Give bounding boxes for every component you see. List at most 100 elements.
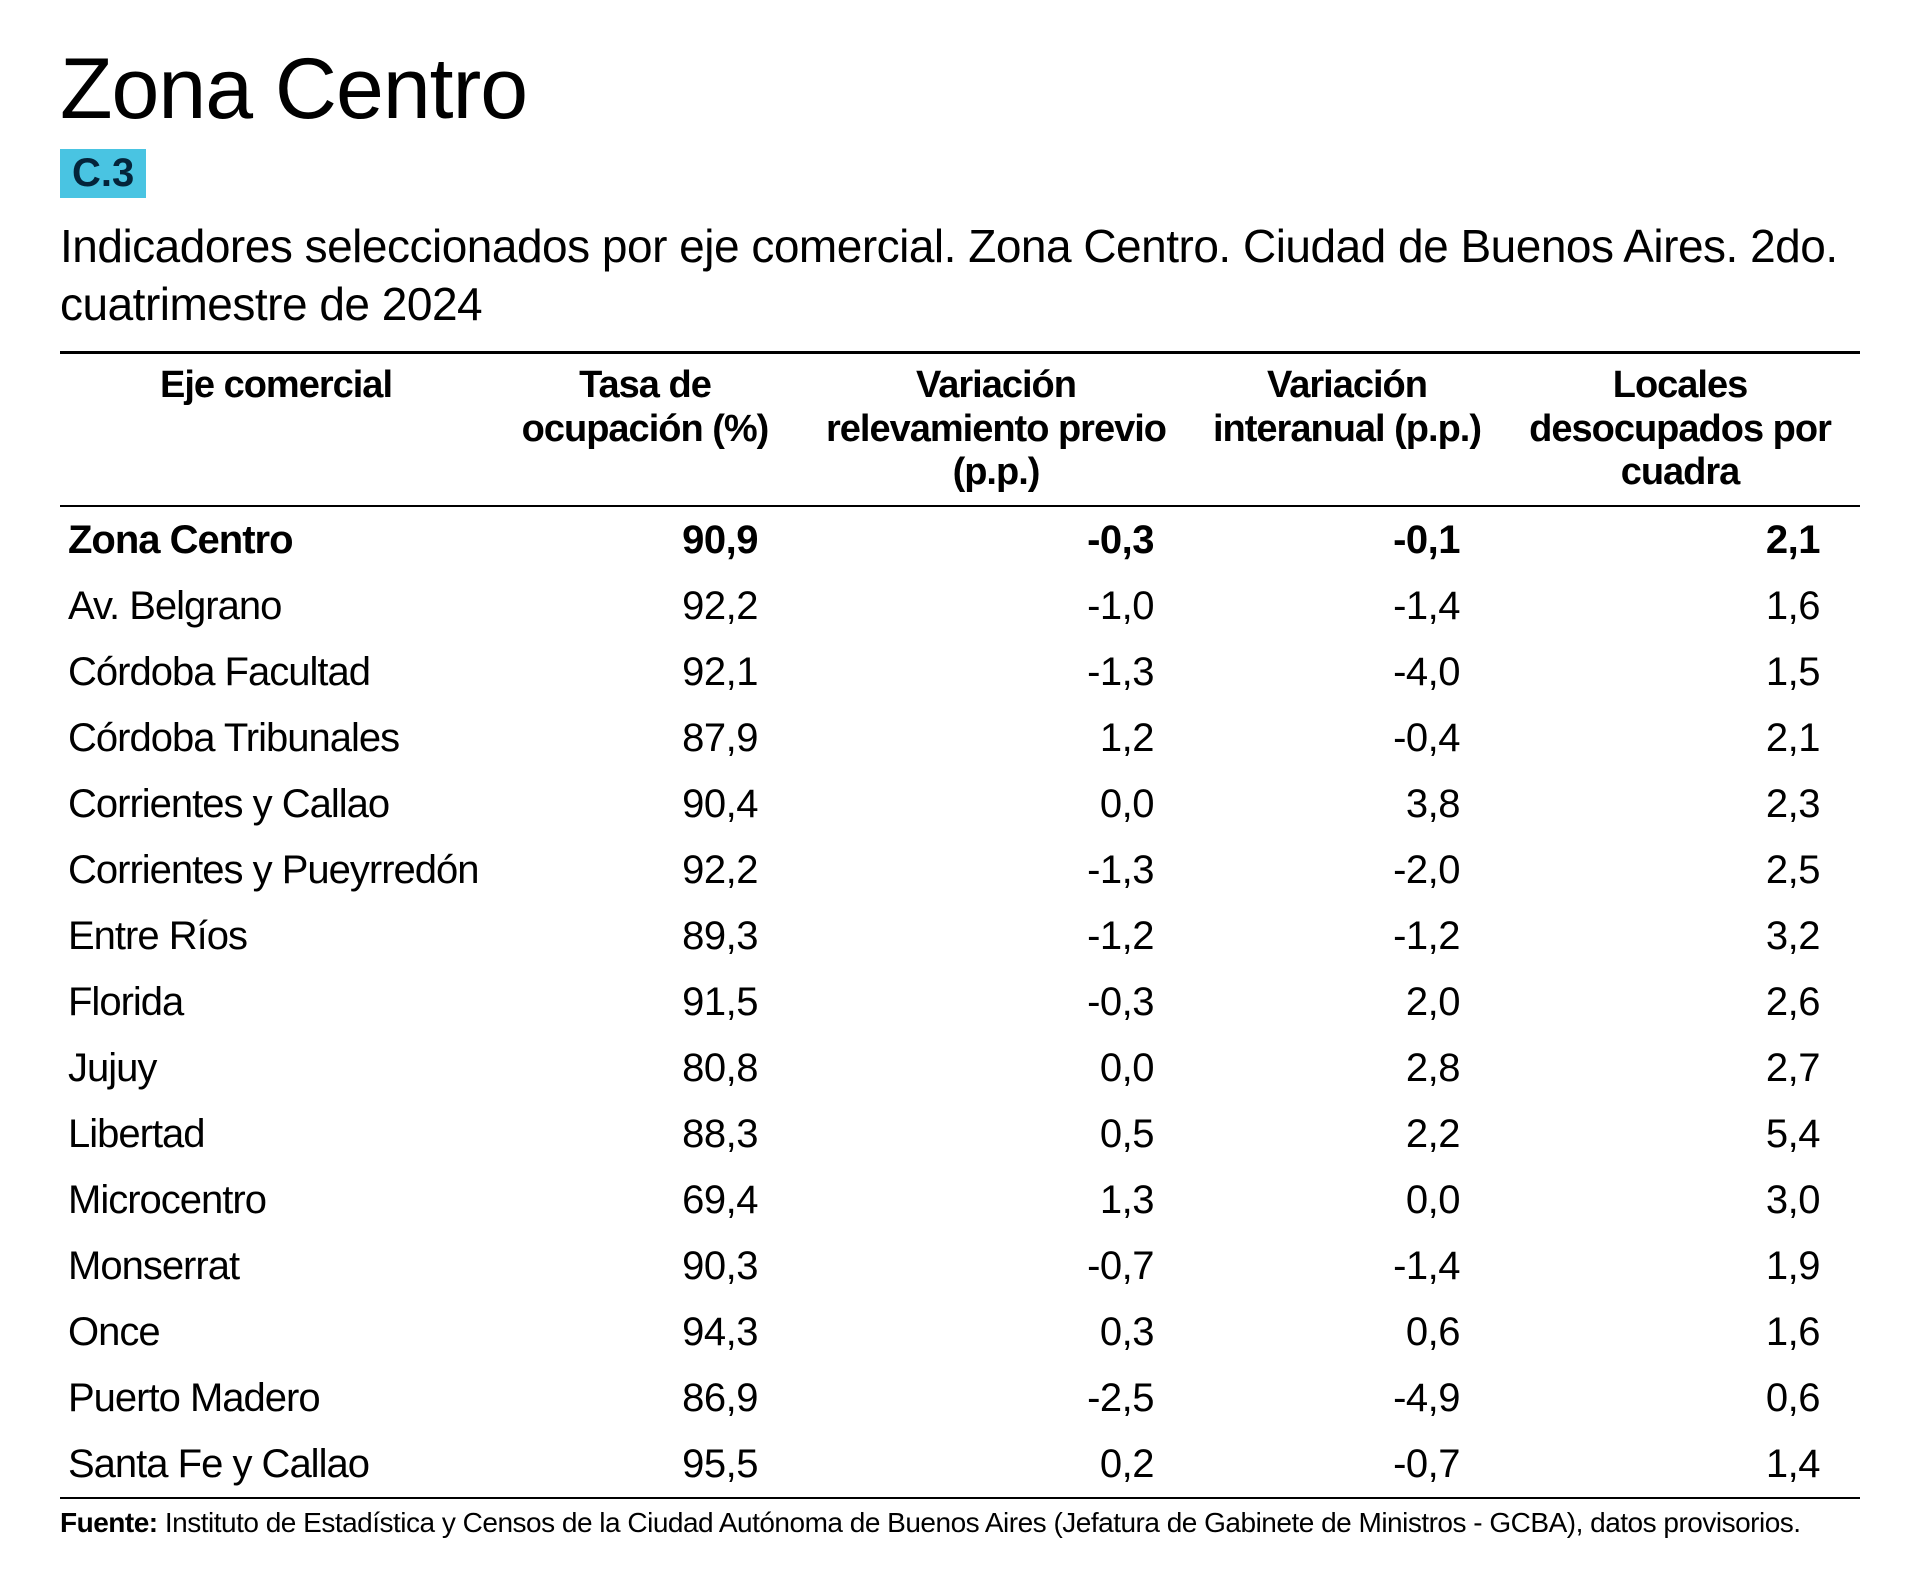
cell-tasa: 92,2 (492, 573, 798, 639)
cell-locales: 5,4 (1500, 1101, 1860, 1167)
cell-tasa: 92,1 (492, 639, 798, 705)
cell-var-inter: -2,0 (1194, 837, 1500, 903)
cell-tasa: 90,3 (492, 1233, 798, 1299)
cell-var-previo: -1,3 (798, 639, 1194, 705)
cell-locales: 2,3 (1500, 771, 1860, 837)
table-row: Santa Fe y Callao95,50,2-0,71,4 (60, 1431, 1860, 1498)
cell-eje: Entre Ríos (60, 903, 492, 969)
cell-tasa: 94,3 (492, 1299, 798, 1365)
cell-eje: Jujuy (60, 1035, 492, 1101)
cell-var-previo: -1,3 (798, 837, 1194, 903)
cell-var-previo: -2,5 (798, 1365, 1194, 1431)
cell-var-inter: -4,9 (1194, 1365, 1500, 1431)
cell-var-inter: 0,6 (1194, 1299, 1500, 1365)
cell-var-previo: -0,3 (798, 969, 1194, 1035)
cell-var-previo: -1,0 (798, 573, 1194, 639)
cell-locales: 3,0 (1500, 1167, 1860, 1233)
cell-var-inter: -0,7 (1194, 1431, 1500, 1498)
table-row: Jujuy80,80,02,82,7 (60, 1035, 1860, 1101)
cell-var-previo: 0,3 (798, 1299, 1194, 1365)
cell-eje: Puerto Madero (60, 1365, 492, 1431)
cell-tasa: 90,4 (492, 771, 798, 837)
footnote-text: Instituto de Estadística y Censos de la … (165, 1507, 1801, 1538)
table-row: Puerto Madero86,9-2,5-4,90,6 (60, 1365, 1860, 1431)
cell-locales: 1,5 (1500, 639, 1860, 705)
cell-tasa: 86,9 (492, 1365, 798, 1431)
table-subtitle: Indicadores seleccionados por eje comerc… (60, 218, 1860, 333)
table-row: Corrientes y Callao90,40,03,82,3 (60, 771, 1860, 837)
col-header-eje: Eje comercial (60, 353, 492, 507)
cell-var-inter: 2,8 (1194, 1035, 1500, 1101)
table-row: Monserrat90,3-0,7-1,41,9 (60, 1233, 1860, 1299)
cell-var-previo: 0,2 (798, 1431, 1194, 1498)
cell-locales: 2,1 (1500, 506, 1860, 573)
cell-locales: 2,7 (1500, 1035, 1860, 1101)
table-row: Libertad88,30,52,25,4 (60, 1101, 1860, 1167)
cell-eje: Santa Fe y Callao (60, 1431, 492, 1498)
table-footnote: Fuente: Instituto de Estadística y Censo… (60, 1507, 1860, 1539)
cell-eje: Corrientes y Callao (60, 771, 492, 837)
table-row: Av. Belgrano92,2-1,0-1,41,6 (60, 573, 1860, 639)
cell-locales: 0,6 (1500, 1365, 1860, 1431)
cell-locales: 2,6 (1500, 969, 1860, 1035)
cell-tasa: 90,9 (492, 506, 798, 573)
cell-eje: Microcentro (60, 1167, 492, 1233)
cell-eje: Monserrat (60, 1233, 492, 1299)
table-row: Córdoba Facultad92,1-1,3-4,01,5 (60, 639, 1860, 705)
cell-eje: Av. Belgrano (60, 573, 492, 639)
table-body: Zona Centro90,9-0,3-0,12,1Av. Belgrano92… (60, 506, 1860, 1498)
table-header-row: Eje comercial Tasa de ocupación (%) Vari… (60, 353, 1860, 507)
cell-eje: Córdoba Tribunales (60, 705, 492, 771)
col-header-var-previo: Variación relevamiento previo (p.p.) (798, 353, 1194, 507)
table-row: Córdoba Tribunales87,91,2-0,42,1 (60, 705, 1860, 771)
cell-locales: 3,2 (1500, 903, 1860, 969)
cell-tasa: 69,4 (492, 1167, 798, 1233)
cell-tasa: 87,9 (492, 705, 798, 771)
table-row: Once94,30,30,61,6 (60, 1299, 1860, 1365)
table-row: Florida91,5-0,32,02,6 (60, 969, 1860, 1035)
col-header-locales: Locales desocupados por cuadra (1500, 353, 1860, 507)
page-root: Zona Centro C.3 Indicadores seleccionado… (0, 0, 1920, 1579)
cell-locales: 1,4 (1500, 1431, 1860, 1498)
cell-var-previo: 1,2 (798, 705, 1194, 771)
cell-var-previo: 0,0 (798, 1035, 1194, 1101)
cell-eje: Zona Centro (60, 506, 492, 573)
cell-var-inter: -1,4 (1194, 573, 1500, 639)
table-row: Zona Centro90,9-0,3-0,12,1 (60, 506, 1860, 573)
cell-var-previo: 0,0 (798, 771, 1194, 837)
table-row: Microcentro69,41,30,03,0 (60, 1167, 1860, 1233)
cell-eje: Florida (60, 969, 492, 1035)
footnote-label: Fuente: (60, 1507, 158, 1538)
cell-var-inter: -0,4 (1194, 705, 1500, 771)
page-title: Zona Centro (60, 40, 1860, 139)
cell-var-previo: -1,2 (798, 903, 1194, 969)
cell-tasa: 89,3 (492, 903, 798, 969)
cell-eje: Once (60, 1299, 492, 1365)
cell-tasa: 91,5 (492, 969, 798, 1035)
data-table: Eje comercial Tasa de ocupación (%) Vari… (60, 351, 1860, 1499)
cell-var-inter: 3,8 (1194, 771, 1500, 837)
cell-var-previo: -0,7 (798, 1233, 1194, 1299)
cell-var-previo: -0,3 (798, 506, 1194, 573)
cell-eje: Corrientes y Pueyrredón (60, 837, 492, 903)
cell-tasa: 80,8 (492, 1035, 798, 1101)
cell-var-inter: 0,0 (1194, 1167, 1500, 1233)
table-row: Corrientes y Pueyrredón92,2-1,3-2,02,5 (60, 837, 1860, 903)
col-header-tasa: Tasa de ocupación (%) (492, 353, 798, 507)
cell-var-inter: 2,0 (1194, 969, 1500, 1035)
cell-var-previo: 0,5 (798, 1101, 1194, 1167)
cell-eje: Córdoba Facultad (60, 639, 492, 705)
cell-var-previo: 1,3 (798, 1167, 1194, 1233)
cell-eje: Libertad (60, 1101, 492, 1167)
cell-locales: 2,5 (1500, 837, 1860, 903)
table-row: Entre Ríos89,3-1,2-1,23,2 (60, 903, 1860, 969)
cell-locales: 1,6 (1500, 573, 1860, 639)
cell-var-inter: -4,0 (1194, 639, 1500, 705)
cell-tasa: 92,2 (492, 837, 798, 903)
cell-var-inter: -1,4 (1194, 1233, 1500, 1299)
cell-tasa: 95,5 (492, 1431, 798, 1498)
cell-tasa: 88,3 (492, 1101, 798, 1167)
cell-locales: 2,1 (1500, 705, 1860, 771)
table-code-badge: C.3 (60, 149, 146, 198)
cell-var-inter: -1,2 (1194, 903, 1500, 969)
